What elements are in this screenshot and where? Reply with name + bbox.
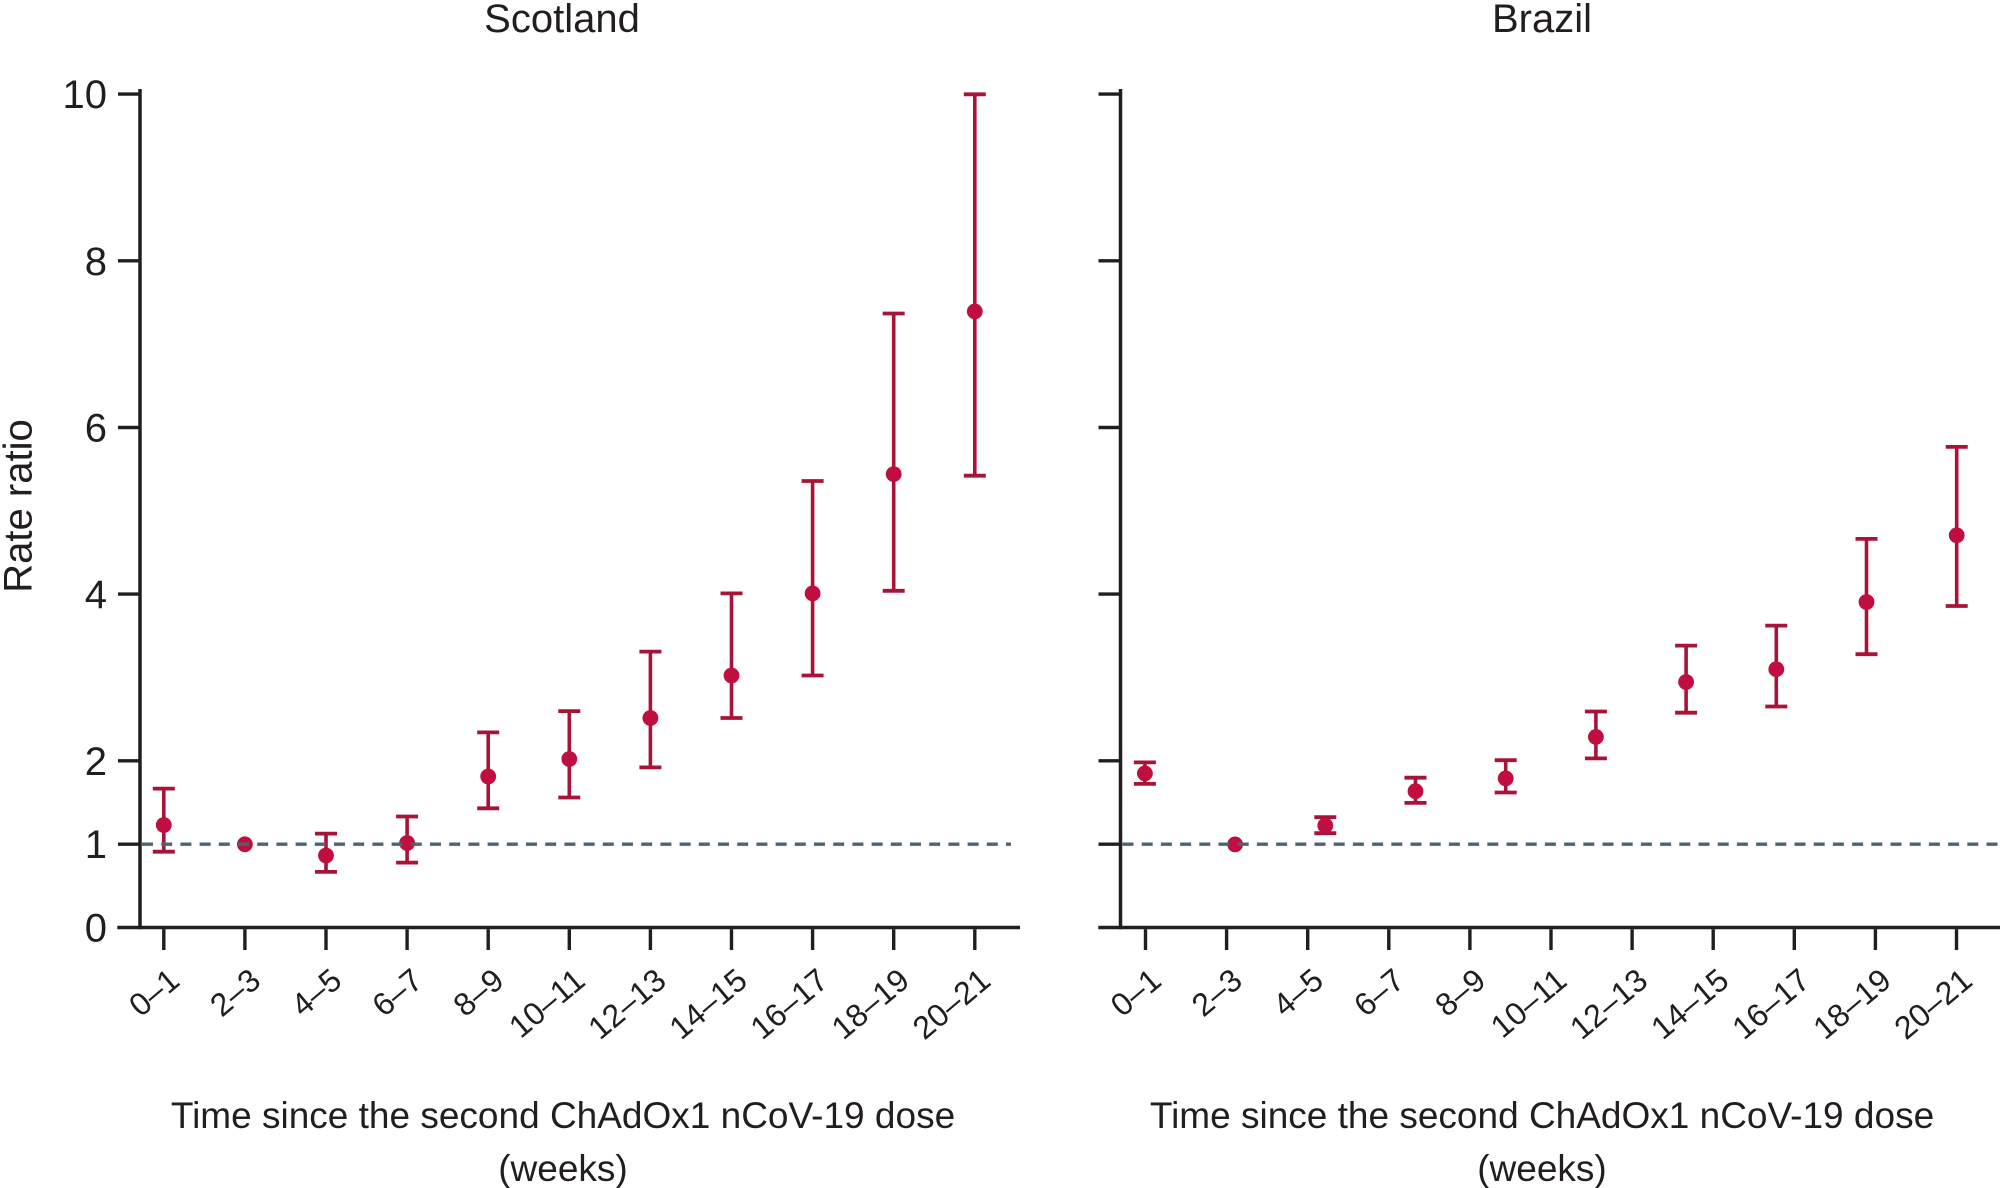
- svg-text:Brazil: Brazil: [1492, 0, 1592, 41]
- svg-text:Time since the second ChAdOx1: Time since the second ChAdOx1 nCoV-19 do…: [1150, 1095, 1934, 1136]
- svg-text:(weeks): (weeks): [1477, 1148, 1607, 1188]
- svg-text:0: 0: [85, 907, 107, 951]
- svg-text:6: 6: [85, 407, 107, 451]
- svg-text:Rate ratio: Rate ratio: [0, 419, 41, 592]
- svg-text:Time since the second ChAdOx1: Time since the second ChAdOx1 nCoV-19 do…: [171, 1095, 955, 1136]
- svg-text:4: 4: [85, 573, 107, 617]
- svg-text:10: 10: [63, 73, 108, 117]
- svg-text:(weeks): (weeks): [498, 1148, 628, 1188]
- svg-text:Scotland: Scotland: [484, 0, 640, 41]
- svg-text:8: 8: [85, 240, 107, 284]
- svg-text:1: 1: [85, 823, 107, 867]
- svg-text:2: 2: [85, 740, 107, 784]
